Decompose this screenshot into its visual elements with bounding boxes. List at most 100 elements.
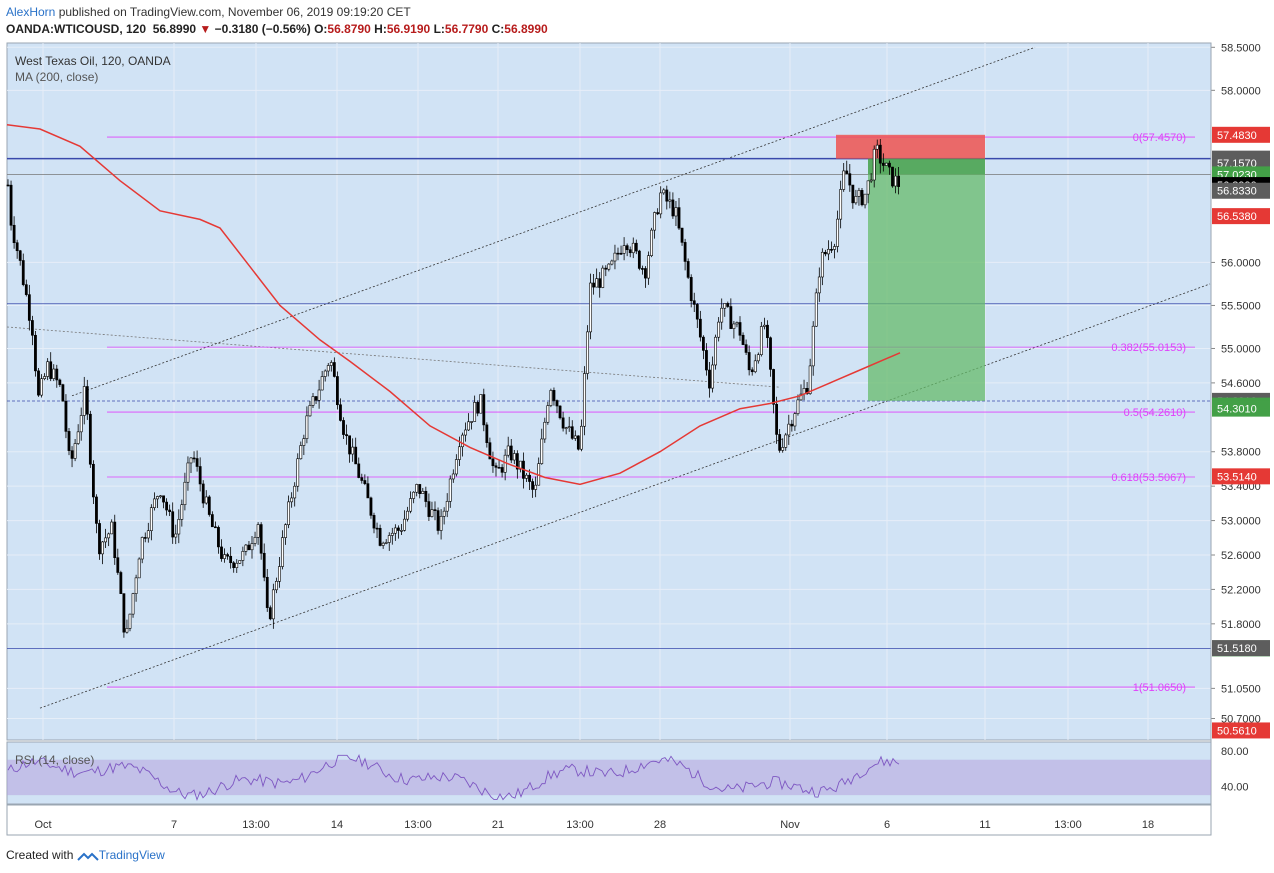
candle-up (613, 252, 617, 262)
candle-down (741, 334, 745, 345)
candle-up (140, 537, 144, 560)
candle-down (500, 467, 504, 473)
candle-down (640, 268, 644, 270)
symbol-name[interactable]: OANDA:WTICOUSD, 120 (6, 22, 147, 36)
candle-up (668, 199, 672, 202)
candle-down (354, 446, 358, 465)
candle-down (738, 322, 742, 336)
candle-up (817, 276, 821, 294)
candle-up (104, 537, 108, 543)
ma-200-line (6, 123, 901, 486)
candle-down (342, 420, 345, 435)
candle-down (860, 190, 864, 206)
candle-down (122, 593, 126, 633)
candle-up (384, 542, 388, 544)
candle-down (58, 379, 62, 385)
candle-down (604, 267, 608, 270)
candle-down (214, 526, 217, 529)
candle-up (403, 518, 406, 531)
candle-up (317, 389, 321, 401)
candle-up (461, 434, 464, 448)
candle-up (589, 282, 592, 333)
fib-level-label: 0.382(55.0153) (1111, 342, 1186, 354)
price-label-text: 54.3010 (1217, 404, 1257, 416)
author-link[interactable]: AlexHorn (6, 5, 56, 19)
candle-down (845, 170, 849, 174)
candle-up (439, 515, 443, 531)
candle-up (863, 193, 867, 206)
candle-up (857, 190, 861, 197)
candle-down (561, 417, 565, 429)
candle-up (415, 484, 419, 493)
y-tick-label: 52.2000 (1221, 584, 1261, 596)
candle-up (326, 365, 330, 372)
candle-up (400, 530, 403, 532)
candle-up (583, 373, 586, 427)
candle-up (223, 554, 226, 559)
candle-up (457, 446, 461, 460)
candle-up (390, 532, 394, 536)
candle-up (189, 457, 193, 464)
candle-down (268, 607, 272, 620)
candle-down (528, 474, 531, 482)
candle-up (79, 415, 83, 433)
candle-down (375, 527, 379, 530)
candle-down (61, 384, 65, 402)
candle-up (381, 542, 385, 546)
candle-down (34, 334, 37, 372)
candle-up (271, 589, 275, 620)
candle-down (6, 184, 10, 187)
y-tick-label: 51.0500 (1221, 683, 1261, 695)
candle-up (534, 484, 538, 490)
candle-up (836, 218, 840, 247)
main-pane[interactable] (6, 42, 1212, 741)
candle-down (195, 458, 199, 467)
candle-up (467, 421, 470, 431)
stop-loss-zone (836, 134, 985, 159)
candle-up (183, 481, 187, 506)
time-axis[interactable] (6, 804, 1212, 836)
high-value: 56.9190 (386, 22, 431, 36)
candle-down (592, 282, 596, 288)
candle-down (168, 509, 172, 512)
candle-down (698, 318, 702, 338)
candle-up (546, 405, 550, 423)
candle-down (683, 242, 687, 262)
candle-up (573, 435, 577, 439)
x-tick-label: 13:00 (404, 819, 432, 831)
candle-up (149, 507, 153, 531)
candle-down (747, 352, 751, 371)
candle-up (784, 434, 788, 448)
candle-up (281, 537, 284, 567)
candle-down (509, 445, 513, 461)
candle-down (207, 496, 211, 515)
candle-down (619, 252, 623, 255)
fibonacci-retracement: 0(57.4570) 0.382(55.0153) 0.5(54.2610) 0.61… (107, 132, 1195, 694)
price-label-box (1212, 126, 1270, 143)
rsi-tick-label: 80.00 (1221, 746, 1249, 758)
x-tick-label: 21 (492, 819, 504, 831)
candle-up (659, 192, 663, 215)
candle-down (171, 511, 175, 538)
candle-up (866, 180, 870, 195)
candle-down (689, 277, 693, 302)
candle-up (579, 425, 583, 450)
candle-down (482, 394, 486, 426)
candle-up (177, 519, 181, 535)
candle-up (241, 551, 245, 561)
fib-level-label: 0(57.4570) (1133, 132, 1186, 144)
price-label-text: 56.8330 (1217, 186, 1257, 198)
candle-up (299, 445, 303, 460)
tradingview-brand-link[interactable]: TradingView (98, 848, 165, 862)
price-label-box (1212, 400, 1270, 417)
y-tick-label: 53.0000 (1221, 516, 1261, 528)
candle-up (125, 628, 129, 633)
price-axis[interactable]: 58.5000 58.0000 56.0000 55.5000 55.0000 54.60… (1210, 42, 1270, 804)
x-tick-label: 13:00 (1054, 819, 1082, 831)
candle-up (156, 496, 159, 500)
candle-up (159, 495, 162, 498)
candle-down (220, 546, 223, 559)
channel-upper-line (71, 46, 1036, 397)
candle-down (378, 527, 382, 546)
